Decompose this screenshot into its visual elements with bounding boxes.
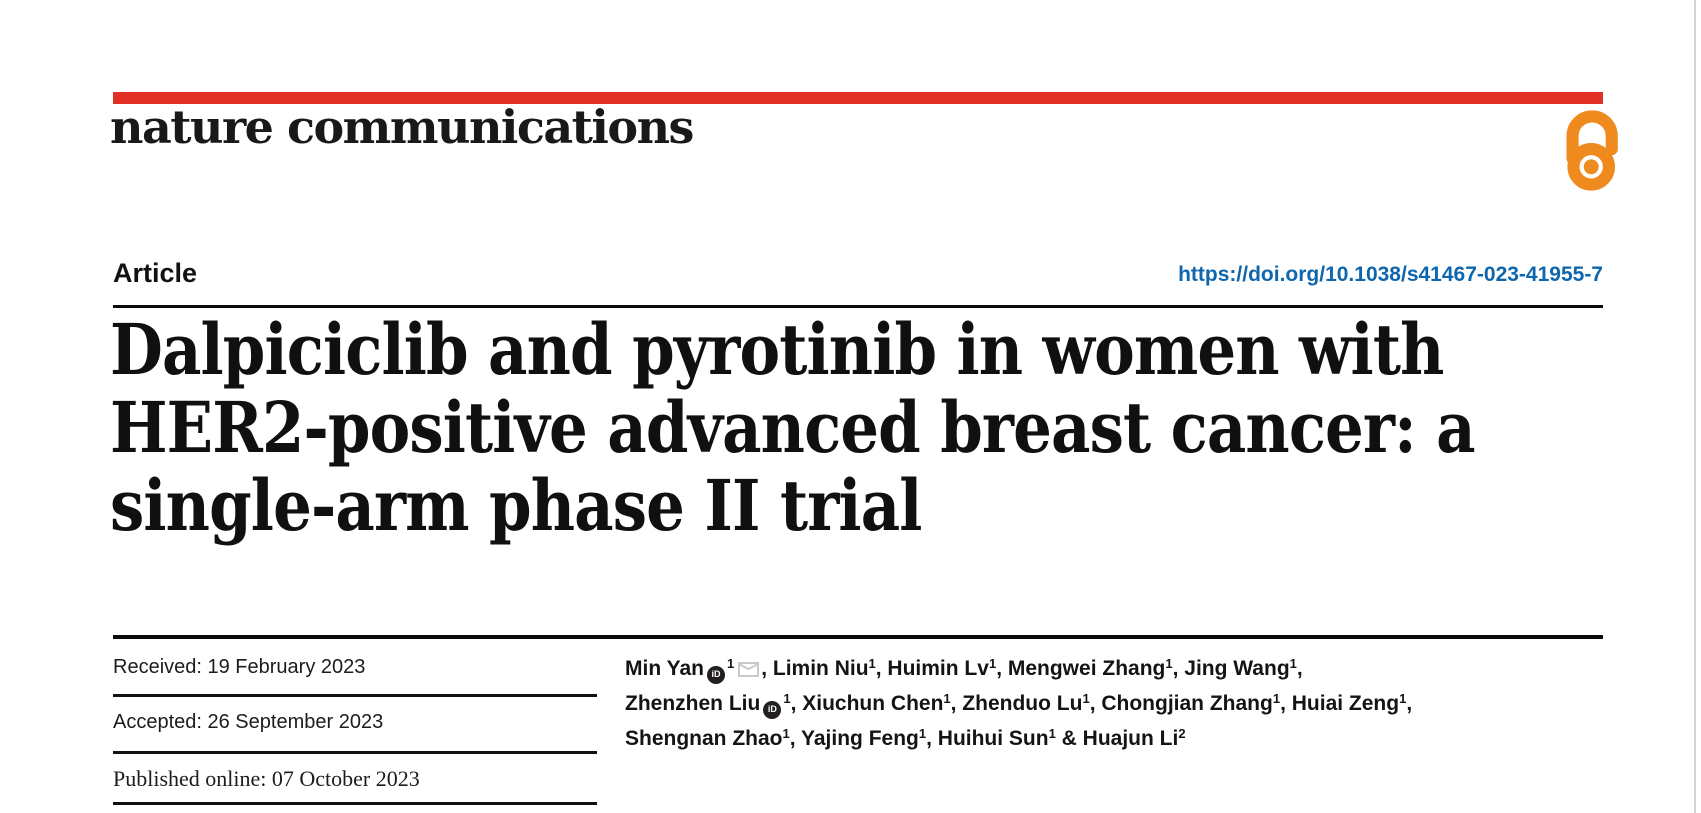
orcid-icon[interactable]: iD <box>763 700 782 719</box>
affiliation-superscript: 1 <box>918 726 927 741</box>
doi-link[interactable]: https://doi.org/10.1038/s41467-023-41955… <box>1178 263 1603 286</box>
affiliation-superscript: 1 <box>1165 656 1173 671</box>
author-line: Min Yan iD1, Limin Niu1, Huimin Lv1, Meng… <box>625 651 1412 686</box>
author-name-text: , Huimin Lv <box>875 657 989 680</box>
author-name-text: & Huajun Li <box>1055 727 1179 750</box>
affiliation-superscript: 1 <box>1272 691 1281 706</box>
affiliation-superscript: 1 <box>1082 691 1090 706</box>
published-date: Published online: 07 October 2023 <box>113 766 420 791</box>
open-access-lock-icon <box>1566 110 1618 191</box>
affiliation-superscript: 1 <box>782 726 790 741</box>
metadata-top-rule <box>113 635 1603 639</box>
author-name-text: Zhenzhen Liu <box>625 692 761 715</box>
article-title-line: single-arm phase II trial <box>110 464 922 547</box>
accepted-date: Accepted: 26 September 2023 <box>113 711 384 733</box>
author-name-text: Shengnan Zhao <box>625 727 783 750</box>
affiliation-superscript: 1 <box>726 656 735 671</box>
email-icon[interactable] <box>738 662 760 677</box>
affiliation-superscript: 1 <box>783 691 791 706</box>
author-name-text: , <box>1296 657 1303 680</box>
affiliation-superscript: 1 <box>943 691 951 706</box>
author-name-text: Min Yan <box>625 657 704 680</box>
orcid-icon[interactable]: iD <box>706 665 725 684</box>
affiliation-superscript: 1 <box>988 656 997 671</box>
affiliation-superscript: 1 <box>1289 656 1297 671</box>
article-title-line: Dalpiciclib and pyrotinib in women with <box>110 308 1444 391</box>
affiliation-superscript: 1 <box>1399 691 1407 706</box>
article-type-label: Article <box>113 258 198 288</box>
header-divider-rule <box>113 305 1603 308</box>
date-divider-rule <box>113 802 597 805</box>
author-name-text: , Huiai Zeng <box>1280 692 1400 715</box>
article-title: Dalpiciclib and pyrotinib in women with … <box>110 308 1476 547</box>
author-name-text: , Zhenduo Lu <box>950 692 1083 715</box>
date-divider-rule <box>113 751 597 754</box>
date-divider-rule <box>113 694 597 697</box>
author-name-text: , Mengwei Zhang <box>996 657 1166 680</box>
author-name-text: , Huihui Sun <box>926 727 1049 750</box>
author-name-text: , Yajing Feng <box>789 727 919 750</box>
affiliation-superscript: 1 <box>1048 726 1056 741</box>
author-name-text: , Jing Wang <box>1172 657 1290 680</box>
author-line: Zhenzhen Liu iD1, Xiuchun Chen1, Zhenduo … <box>625 686 1412 721</box>
affiliation-superscript: 1 <box>868 656 876 671</box>
article-title-line: HER2-positive advanced breast cancer: a <box>110 386 1476 469</box>
affiliation-superscript: 2 <box>1178 726 1186 741</box>
author-name-text: , Xiuchun Chen <box>790 692 944 715</box>
author-name-text: , Limin Niu <box>761 657 869 680</box>
author-name-text: , Chongjian Zhang <box>1089 692 1273 715</box>
author-line: Shengnan Zhao1, Yajing Feng1, Huihui Sun… <box>625 721 1412 756</box>
page-edge-line <box>1694 0 1696 813</box>
brand-color-bar <box>113 92 1603 104</box>
author-name-text: , <box>1406 692 1413 715</box>
author-list: Min Yan iD1, Limin Niu1, Huimin Lv1, Meng… <box>625 651 1412 756</box>
journal-logo: nature communications <box>110 100 694 154</box>
received-date: Received: 19 February 2023 <box>113 656 366 678</box>
